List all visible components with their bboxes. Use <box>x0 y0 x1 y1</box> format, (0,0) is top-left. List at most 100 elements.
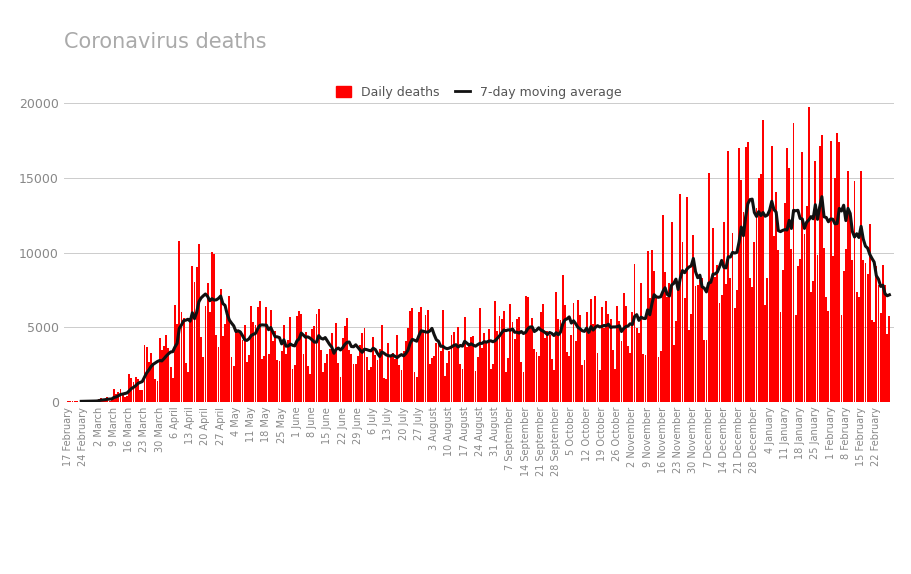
Bar <box>270 310 271 402</box>
Bar <box>517 316 519 402</box>
Bar <box>859 171 861 402</box>
Bar <box>829 141 831 402</box>
Bar <box>157 381 159 402</box>
Bar <box>616 306 618 402</box>
Bar <box>779 312 781 402</box>
Bar <box>765 278 767 402</box>
Bar <box>718 303 720 402</box>
Bar <box>752 242 754 402</box>
Bar <box>154 379 156 402</box>
Bar <box>124 397 126 402</box>
Bar <box>555 292 557 402</box>
Bar <box>102 399 104 402</box>
Bar <box>823 248 824 402</box>
Bar <box>168 348 169 402</box>
Bar <box>635 328 637 402</box>
Bar <box>254 325 256 402</box>
Bar <box>384 379 387 402</box>
Bar <box>448 351 450 402</box>
Bar <box>755 208 757 402</box>
Bar <box>235 329 237 402</box>
Bar <box>716 265 718 402</box>
Bar <box>818 146 820 402</box>
Bar <box>409 311 411 402</box>
Bar <box>881 265 883 402</box>
Bar <box>812 281 814 402</box>
Bar <box>787 168 789 402</box>
Bar <box>218 347 220 402</box>
Bar <box>781 270 783 402</box>
Bar <box>356 356 358 402</box>
Bar <box>502 311 504 402</box>
Bar <box>174 305 176 402</box>
Bar <box>857 297 859 402</box>
Bar <box>691 235 693 402</box>
Bar <box>824 297 826 402</box>
Bar <box>459 364 461 402</box>
Bar <box>492 364 494 402</box>
Bar <box>398 366 400 402</box>
Bar <box>230 357 232 402</box>
Bar <box>883 285 885 402</box>
Bar <box>640 283 641 402</box>
Bar <box>350 354 352 402</box>
Bar <box>246 362 248 402</box>
Bar <box>485 341 486 402</box>
Bar <box>229 296 230 402</box>
Bar <box>426 311 428 402</box>
Bar <box>602 328 604 402</box>
Bar <box>568 356 569 402</box>
Bar <box>690 314 691 402</box>
Bar <box>585 312 587 402</box>
Bar <box>461 369 463 402</box>
Bar <box>633 264 635 402</box>
Bar <box>505 373 507 402</box>
Bar <box>722 222 724 402</box>
Bar <box>82 401 85 402</box>
Bar <box>578 315 580 402</box>
Bar <box>137 379 138 402</box>
Bar <box>442 310 444 402</box>
Bar <box>735 290 737 402</box>
Bar <box>618 321 619 402</box>
Bar <box>252 321 254 402</box>
Bar <box>221 336 223 402</box>
Bar <box>200 337 201 402</box>
Bar <box>588 334 589 402</box>
Bar <box>483 333 485 402</box>
Bar <box>404 342 406 402</box>
Bar <box>467 346 469 402</box>
Bar <box>472 336 474 402</box>
Bar <box>453 332 455 402</box>
Bar <box>292 369 293 402</box>
Bar <box>422 332 424 402</box>
Bar <box>713 277 715 402</box>
Bar <box>333 352 334 402</box>
Bar <box>220 289 221 402</box>
Bar <box>215 335 217 402</box>
Bar <box>185 363 187 402</box>
Bar <box>107 397 108 402</box>
Bar <box>176 324 178 402</box>
Bar <box>300 314 302 402</box>
Bar <box>702 340 704 402</box>
Bar <box>296 316 298 402</box>
Bar <box>326 354 328 402</box>
Bar <box>837 142 839 402</box>
Bar <box>611 350 613 402</box>
Bar <box>801 152 803 402</box>
Bar <box>619 341 621 402</box>
Bar <box>87 401 88 402</box>
Bar <box>770 146 772 402</box>
Bar <box>311 329 312 402</box>
Bar <box>840 315 842 402</box>
Bar <box>607 314 609 402</box>
Bar <box>267 354 270 402</box>
Bar <box>561 275 563 402</box>
Bar <box>478 308 480 402</box>
Bar <box>668 283 670 402</box>
Bar <box>213 254 215 402</box>
Bar <box>500 319 502 402</box>
Bar <box>182 319 184 402</box>
Bar <box>417 312 419 402</box>
